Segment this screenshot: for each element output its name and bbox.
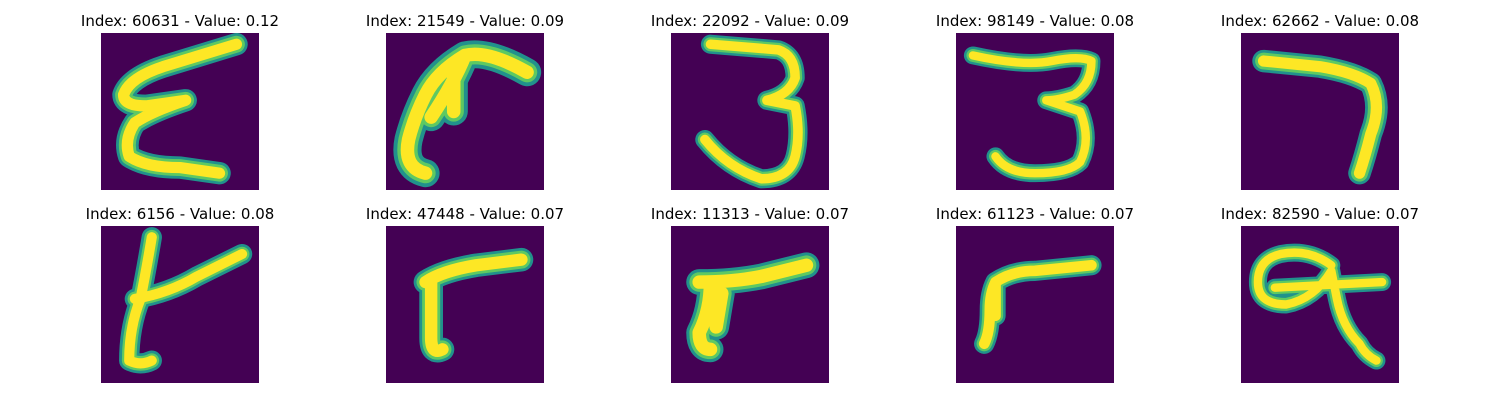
sample-panel: Index: 47448 - Value: 0.07	[355, 204, 575, 394]
sample-title: Index: 21549 - Value: 0.09	[365, 12, 565, 30]
image-background	[956, 226, 1114, 383]
image-background	[671, 226, 829, 383]
glyph-core	[700, 39, 803, 184]
sample-panel: Index: 11313 - Value: 0.07	[640, 204, 860, 394]
glyph-core	[978, 259, 1097, 350]
glyph-core	[692, 258, 814, 357]
sample-title: Index: 62662 - Value: 0.08	[1220, 12, 1420, 30]
sample-image	[101, 33, 259, 190]
sample-image	[386, 226, 544, 383]
sample-panel: Index: 62662 - Value: 0.08	[1210, 11, 1430, 201]
sample-title: Index: 6156 - Value: 0.08	[85, 205, 275, 223]
glyph-core	[117, 38, 243, 179]
sample-panel: Index: 82590 - Value: 0.07	[1210, 204, 1430, 394]
sample-panel: Index: 98149 - Value: 0.08	[925, 11, 1145, 201]
glyph-core	[1253, 248, 1387, 365]
sample-image	[956, 226, 1114, 383]
glyph-core	[968, 51, 1096, 178]
sample-image	[101, 226, 259, 383]
sample-title: Index: 82590 - Value: 0.07	[1220, 205, 1420, 223]
glyph-core	[419, 253, 528, 357]
sample-image	[1241, 33, 1399, 190]
sample-panel: Index: 6156 - Value: 0.08	[70, 204, 290, 394]
sample-image	[386, 33, 544, 190]
sample-title: Index: 47448 - Value: 0.07	[365, 205, 565, 223]
sample-panel: Index: 61123 - Value: 0.07	[925, 204, 1145, 394]
sample-title: Index: 22092 - Value: 0.09	[650, 12, 850, 30]
sample-image	[671, 226, 829, 383]
sample-panel: Index: 60631 - Value: 0.12	[70, 11, 290, 201]
sample-title: Index: 98149 - Value: 0.08	[935, 12, 1135, 30]
sample-panel: Index: 21549 - Value: 0.09	[355, 11, 575, 201]
sample-image	[671, 33, 829, 190]
sample-image	[956, 33, 1114, 190]
sample-title: Index: 11313 - Value: 0.07	[650, 205, 850, 223]
glyph-core	[124, 232, 248, 369]
glyph-core	[400, 47, 534, 180]
sample-panel: Index: 22092 - Value: 0.09	[640, 11, 860, 201]
sample-title: Index: 60631 - Value: 0.12	[80, 12, 280, 30]
sample-image	[1241, 226, 1399, 383]
glyph-core	[1257, 55, 1383, 179]
sample-title: Index: 61123 - Value: 0.07	[935, 205, 1135, 223]
